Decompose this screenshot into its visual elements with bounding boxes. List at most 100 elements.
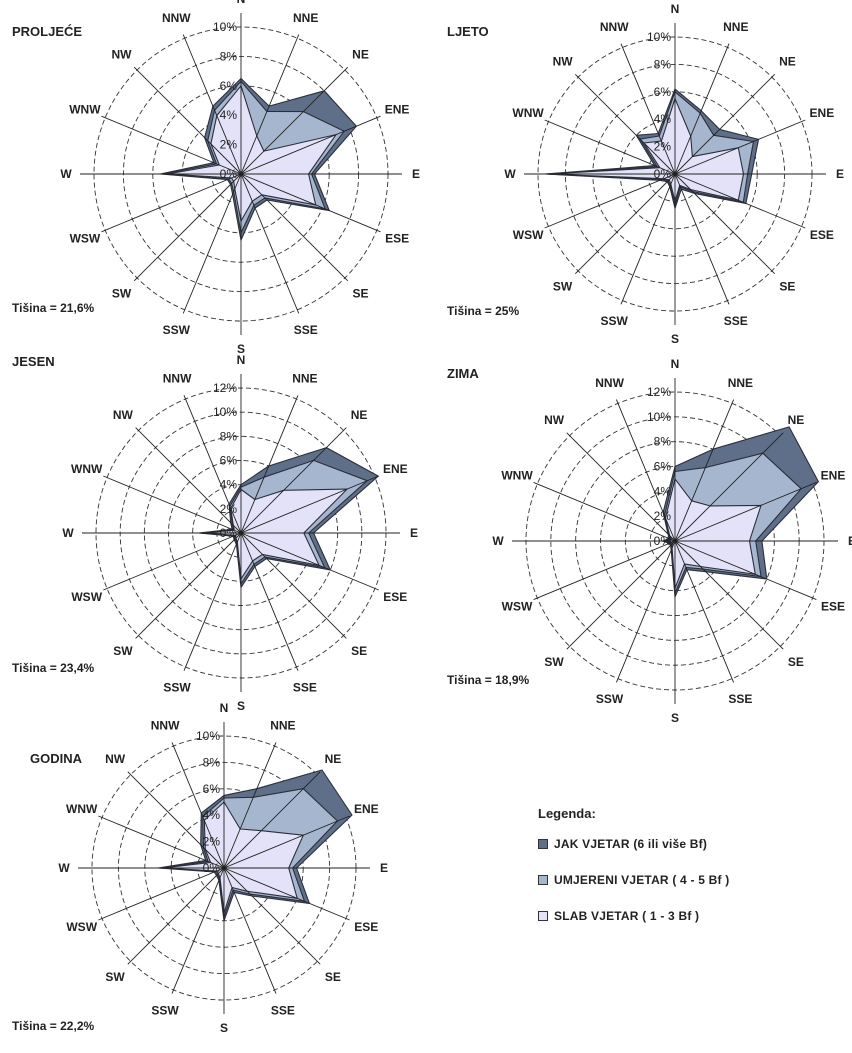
direction-label-nnw: NNW: [163, 372, 192, 386]
wind-rose-godina: 0%2%4%6%8%10%NNNENEENEEESESESSESSSWSWWSW…: [12, 701, 388, 1035]
calm-label: Tišina = 22,2%: [12, 1019, 94, 1033]
direction-label-ese: ESE: [383, 590, 407, 604]
direction-label-e: E: [836, 167, 844, 181]
direction-label-wnw: WNW: [501, 469, 533, 483]
direction-label-se: SE: [325, 970, 341, 984]
calm-label: Tišina = 18,9%: [447, 673, 529, 687]
calm-label: Tišina = 25%: [447, 304, 519, 318]
chart-title: GODINA: [30, 751, 83, 766]
direction-label-n: N: [671, 357, 680, 371]
direction-label-ssw: SSW: [163, 323, 191, 337]
spoke: [240, 532, 347, 639]
spoke: [674, 540, 817, 601]
legend-swatch-weak: [538, 911, 548, 921]
direction-label-s: S: [237, 699, 245, 713]
direction-label-nw: NW: [544, 413, 565, 427]
tick-label: 8%: [220, 49, 238, 63]
calm-label: Tišina = 21,6%: [12, 301, 94, 315]
spoke: [127, 771, 225, 869]
direction-label-e: E: [412, 167, 420, 181]
wind-rose-zima: 0% 2% 4% 6% 8% 10% 12%N NNE NE ENE E ESE SE SSE S SSW SW…: [447, 357, 852, 725]
legend-swatch-strong: [538, 839, 548, 849]
spoke: [223, 867, 277, 994]
spoke: [223, 867, 350, 921]
tick-label: 0%: [220, 526, 238, 540]
direction-label-wsw: WSW: [513, 228, 544, 242]
tick-label: 2%: [654, 140, 672, 154]
spoke: [240, 173, 300, 314]
spoke: [674, 119, 806, 175]
direction-label-nne: NNE: [728, 376, 753, 390]
direction-label-ese: ESE: [354, 920, 378, 934]
tick-label: 8%: [654, 435, 672, 449]
tick-label: 12%: [213, 381, 237, 395]
direction-label-ssw: SSW: [151, 1003, 179, 1017]
legend-swatch-moderate: [538, 875, 548, 885]
direction-label-wsw: WSW: [70, 232, 101, 246]
direction-label-n: N: [671, 2, 680, 16]
spoke: [183, 532, 242, 671]
legend-label-strong: JAK VJETAR (6 ili više Bf): [554, 837, 708, 851]
spoke: [544, 173, 676, 229]
direction-label-wsw: WSW: [502, 599, 533, 613]
chart-title: ZIMA: [447, 366, 479, 381]
tick-label: 4%: [203, 808, 221, 822]
spoke: [101, 173, 242, 233]
spoke: [135, 532, 242, 639]
tick-label: 10%: [213, 405, 237, 419]
tick-label: 6%: [654, 460, 672, 474]
chart-title: LJETO: [447, 24, 489, 39]
direction-label-ne: NE: [351, 408, 368, 422]
direction-label-s: S: [237, 342, 245, 356]
direction-label-ene: ENE: [821, 469, 846, 483]
spoke: [240, 115, 381, 175]
direction-label-n: N: [237, 353, 246, 367]
spoke: [566, 540, 676, 650]
direction-label-e: E: [410, 526, 418, 540]
wind-rose-jesen: 0%2%4%6%8%10%12%NNNENEENEEESESESSESSSWSW…: [12, 353, 418, 713]
tick-label: 6%: [220, 79, 238, 93]
spoke: [674, 540, 784, 650]
spoke: [674, 43, 730, 175]
tick-label: 0%: [203, 861, 221, 875]
direction-label-nw: NW: [112, 48, 133, 62]
tick-label: 0%: [654, 534, 672, 548]
direction-label-sw: SW: [544, 655, 564, 669]
spoke: [240, 427, 347, 534]
direction-label-nne: NNE: [723, 20, 748, 34]
spoke: [674, 481, 817, 542]
direction-label-w: W: [62, 526, 74, 540]
tick-label: 2%: [220, 502, 238, 516]
spoke: [133, 66, 242, 175]
tick-label: 12%: [647, 385, 671, 399]
direction-label-sw: SW: [105, 970, 125, 984]
spoke: [240, 475, 379, 534]
direction-label-sse: SSE: [293, 680, 317, 694]
direction-label-ene: ENE: [354, 802, 379, 816]
spoke: [240, 173, 349, 282]
direction-label-wsw: WSW: [66, 920, 97, 934]
direction-label-ssw: SSW: [596, 692, 624, 706]
legend-title: Legenda:: [538, 806, 596, 821]
direction-label-n: N: [237, 0, 246, 6]
tick-label: 0%: [220, 167, 238, 181]
spoke: [620, 43, 676, 175]
spoke: [574, 73, 676, 175]
direction-label-wnw: WNW: [66, 802, 98, 816]
tick-label: 2%: [203, 835, 221, 849]
spoke: [240, 395, 299, 534]
spoke: [98, 867, 225, 921]
tick-label: 10%: [647, 30, 671, 44]
direction-label-ssw: SSW: [163, 680, 191, 694]
spoke: [533, 540, 676, 601]
direction-label-w: W: [504, 167, 516, 181]
direction-label-se: SE: [788, 655, 804, 669]
direction-label-wnw: WNW: [71, 462, 103, 476]
tick-label: 6%: [203, 782, 221, 796]
tick-label: 4%: [220, 108, 238, 122]
spoke: [103, 475, 242, 534]
direction-label-nne: NNE: [292, 372, 317, 386]
spoke: [533, 481, 676, 542]
legend-item-strong: JAK VJETAR (6 ili više Bf): [538, 837, 838, 851]
spoke: [674, 173, 730, 305]
